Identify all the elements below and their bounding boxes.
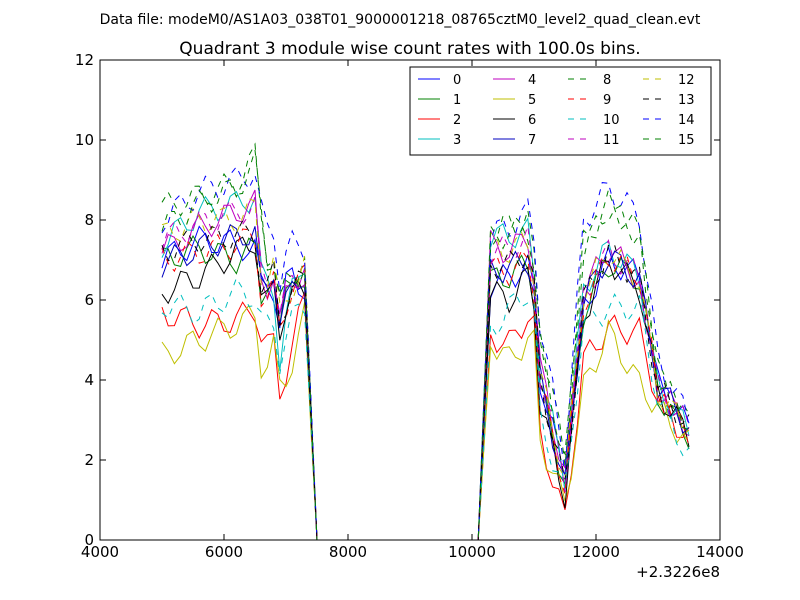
legend-box — [409, 66, 712, 156]
x-tick-label: 12000 — [572, 543, 620, 561]
series-line-8 — [161, 142, 690, 541]
y-tick-label: 6 — [84, 291, 94, 309]
x-tick-label: 8000 — [329, 543, 367, 561]
x-tick-label: 14000 — [696, 543, 744, 561]
legend-label-3: 3 — [453, 133, 461, 148]
y-tick-label: 8 — [84, 211, 94, 229]
legend-label-4: 4 — [528, 73, 536, 88]
x-tick-label: 4000 — [81, 543, 119, 561]
legend-label-12: 12 — [678, 73, 695, 88]
legend-label-15: 15 — [678, 133, 695, 148]
x-offset-label: +2.3226e8 — [636, 563, 720, 581]
chart-title: Quadrant 3 module wise count rates with … — [179, 39, 640, 59]
data-file-label: Data file: modeM0/AS1A03_038T01_90000012… — [100, 12, 701, 28]
x-tick-label: 6000 — [205, 543, 243, 561]
y-tick-label: 12 — [75, 51, 94, 69]
y-tick-label: 10 — [75, 131, 94, 149]
legend-label-7: 7 — [528, 133, 536, 148]
legend-label-8: 8 — [603, 73, 611, 88]
legend-label-11: 11 — [603, 133, 620, 148]
legend-label-0: 0 — [453, 73, 461, 88]
legend-label-5: 5 — [528, 93, 536, 108]
legend-label-6: 6 — [528, 113, 536, 128]
legend-label-1: 1 — [453, 93, 461, 108]
series-line-11 — [161, 196, 690, 541]
y-tick-label: 4 — [84, 371, 94, 389]
y-tick-label: 0 — [84, 531, 94, 549]
legend-label-2: 2 — [453, 113, 461, 128]
legend-label-9: 9 — [603, 93, 611, 108]
x-axis: 4000 6000 8000 10000 12000 14000 — [81, 60, 744, 561]
legend-label-10: 10 — [603, 113, 620, 128]
legend-label-13: 13 — [678, 93, 695, 108]
x-tick-label: 10000 — [448, 543, 496, 561]
legend-label-14: 14 — [678, 113, 695, 128]
y-tick-label: 2 — [84, 451, 94, 469]
